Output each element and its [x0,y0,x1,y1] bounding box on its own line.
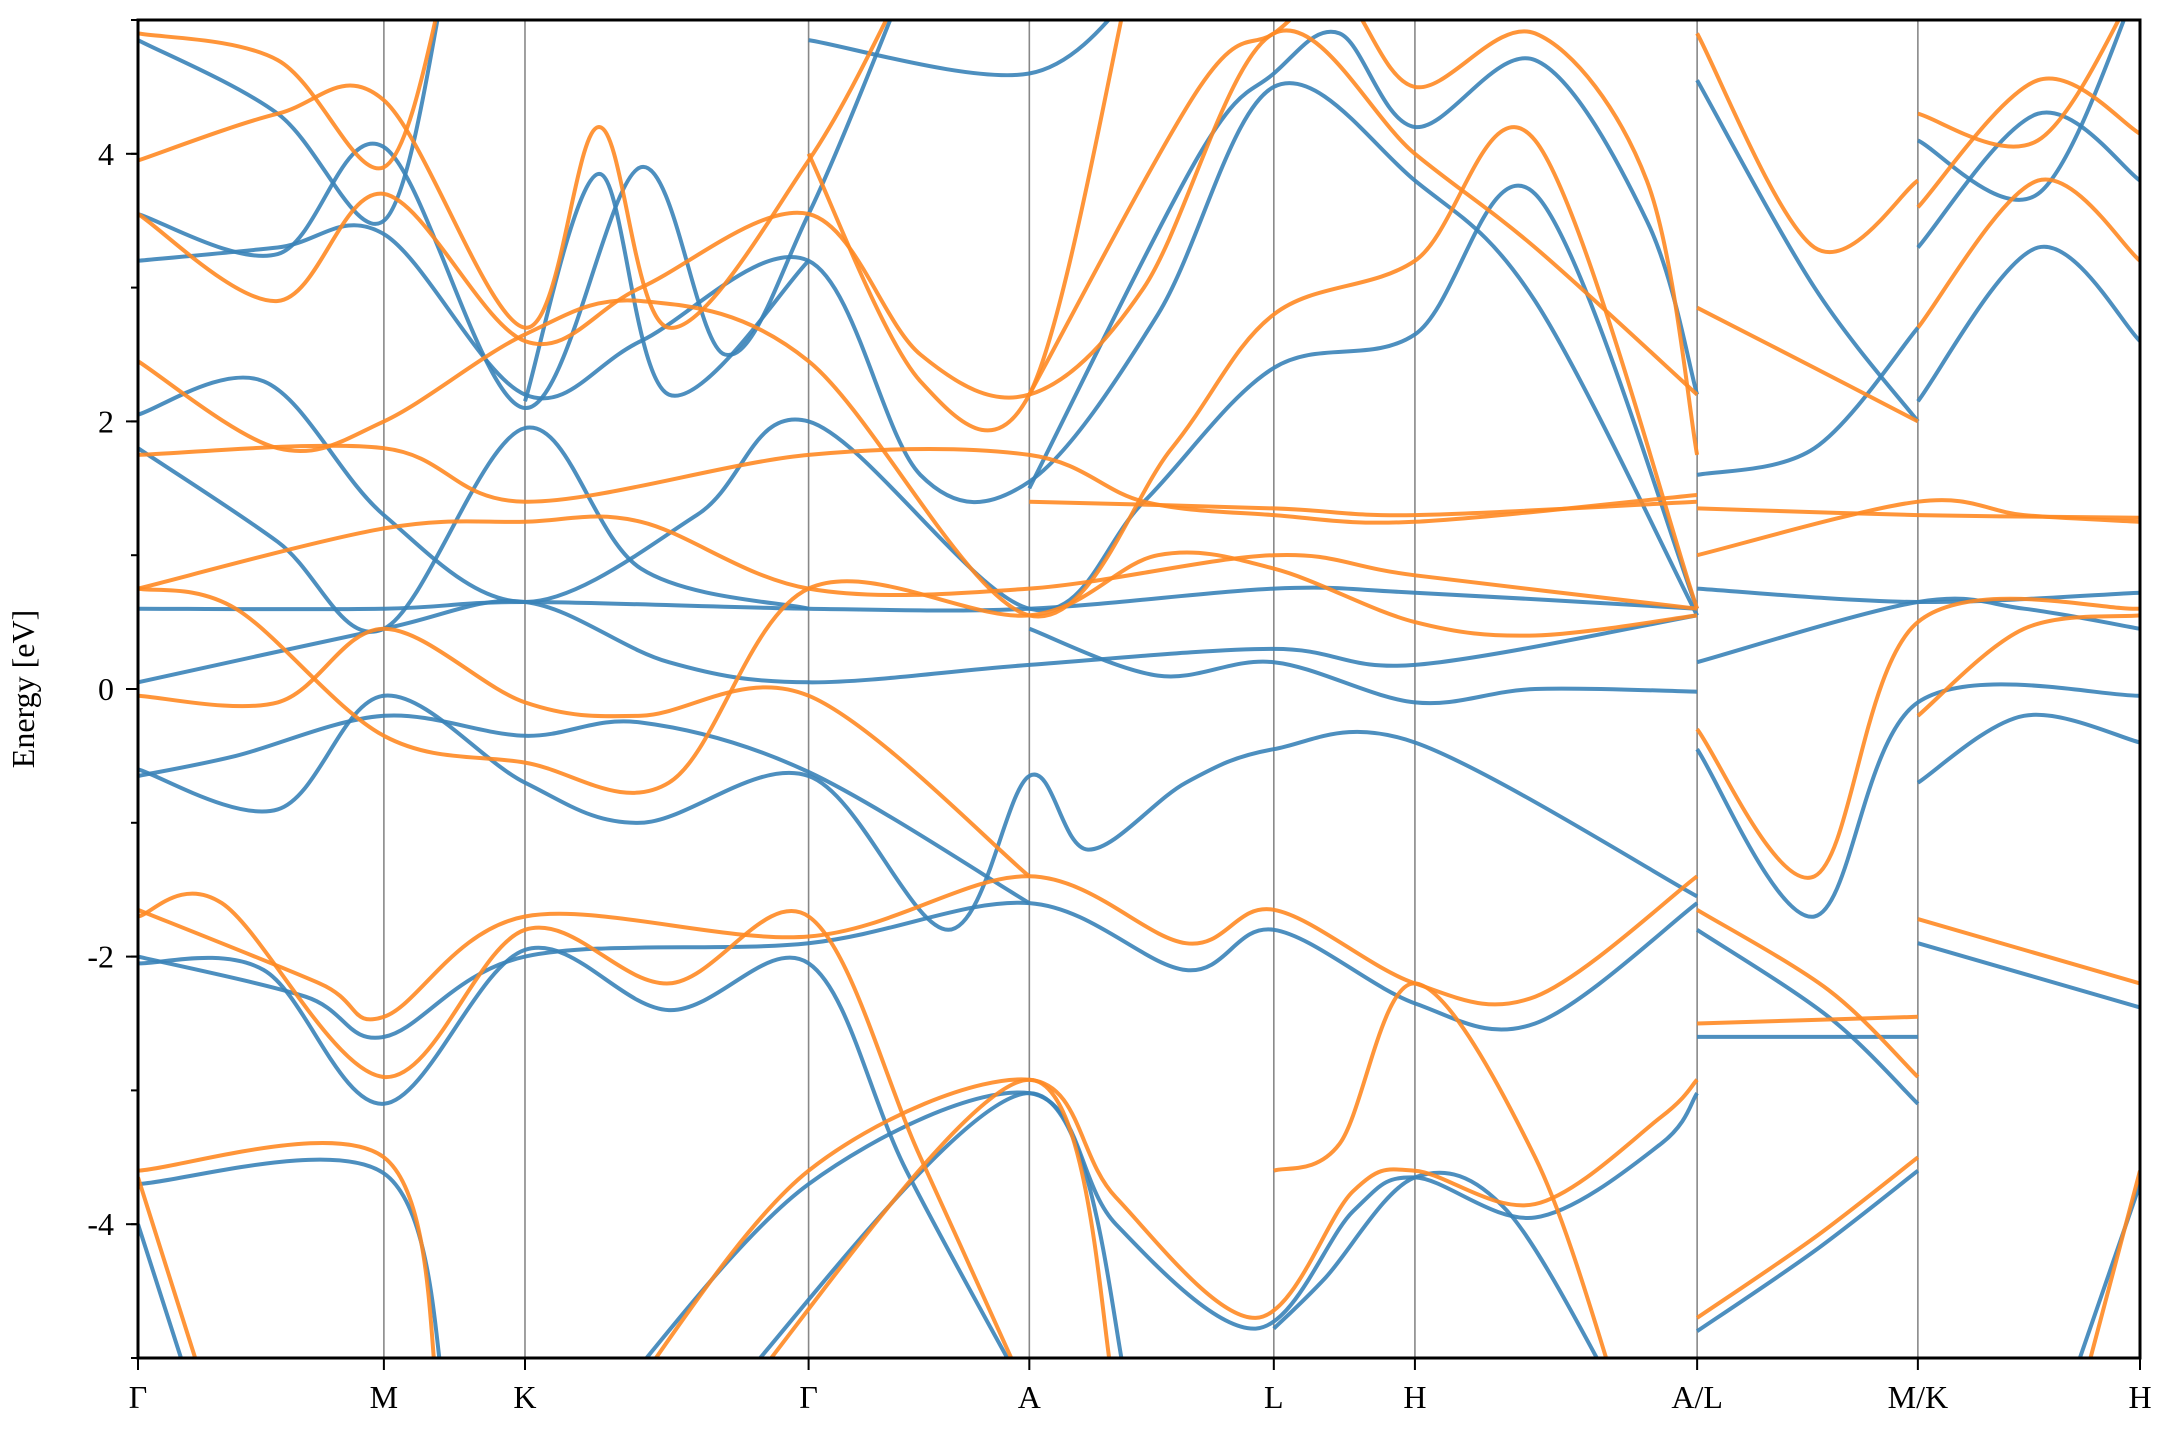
y-axis-ticks: -4 -2 0 2 4 [87,19,138,1359]
band-line-series-2 [1916,613,2140,718]
band-line-series-1 [138,425,810,634]
band-line-series-1 [1695,682,2140,919]
band-line-series-2 [653,1077,1699,1358]
band-line-series-1 [808,20,1112,78]
band-line-series-2 [1916,177,2140,329]
plot-frame [136,18,2142,1360]
band-line-series-2 [1697,1014,1918,1026]
band-line-series-1 [1027,29,1700,490]
band-line-series-1 [138,183,1699,613]
y-tick-label: 2 [98,403,114,439]
y-axis-label: Energy [eV] [5,610,41,768]
band-line-series-1 [138,1223,184,1358]
band-line-series-2 [1029,499,1698,518]
y-tick-label: -2 [87,939,114,975]
band-line-series-2 [1027,20,1700,456]
band-line-series-2 [1917,917,2140,986]
band-line-series-2 [138,443,1698,525]
x-tick-label: L [1264,1379,1284,1415]
band-line-series-1 [138,81,1699,617]
band-line-series-1 [138,900,1699,1040]
band-line-series-1 [138,20,440,226]
band-line-series-1 [138,20,893,411]
band-line-series-1 [138,693,1699,932]
x-tick-label: Γ [799,1379,818,1415]
y-tick-label: -4 [87,1206,114,1242]
band-line-series-2 [1696,498,2140,558]
band-line-series-1 [1916,110,2140,249]
x-tick-label: H [1403,1379,1426,1415]
band-line-series-2 [1695,1155,1920,1320]
band-line-series-1 [1917,941,2140,1010]
band-line-series-1 [1916,712,2140,785]
band-line-series-2 [138,125,1699,619]
band-line-series-1 [1695,79,1920,423]
band-line-series-1 [757,1091,1124,1358]
x-tick-label: Γ [129,1379,148,1415]
band-line-series-1 [523,171,810,402]
band-line-series-1 [138,713,1031,905]
band-line-series-2 [1695,596,2140,880]
x-tick-label: H [2128,1379,2151,1415]
band-line-series-2 [768,1077,1112,1358]
bands [138,20,2140,1358]
y-tick-label: 4 [98,136,114,172]
band-line-series-2 [1695,32,1920,254]
band-line-series-2 [138,514,1698,611]
x-tick-label: M/K [1888,1379,1948,1415]
band-line-series-2 [1696,305,1919,424]
band-line-series-1 [2077,1183,2140,1358]
band-line-series-1 [1696,326,1920,477]
band-line-series-1 [1695,928,1920,1106]
band-line-series-2 [806,20,1124,433]
high-symmetry-lines [383,20,1919,1358]
band-line-series-2 [1696,908,1920,1079]
band-line-series-1 [1916,244,2140,403]
x-tick-label: A [1018,1379,1041,1415]
band-line-series-2 [1916,76,2140,209]
x-tick-label: M [370,1379,398,1415]
band-line-series-2 [138,550,1698,795]
band-line-series-1 [138,585,1698,613]
band-line-series-2 [138,1141,436,1358]
x-axis-ticks: Γ M K Γ A L H A/L M/K H [129,1358,2152,1415]
band-line-series-1 [1916,20,2126,202]
y-tick-label: 0 [98,671,114,707]
band-line-series-2 [1917,20,2121,149]
band-line-series-1 [138,1157,442,1358]
x-tick-label: K [513,1379,536,1415]
band-line-series-1 [1695,1169,1920,1333]
band-line-series-2 [1273,981,1609,1358]
band-line-series-2 [138,28,1699,400]
band-line-series-2 [2088,1170,2140,1358]
band-line-series-2 [138,20,438,171]
x-tick-label: A/L [1671,1379,1723,1415]
band-line-series-1 [138,599,1698,685]
band-line-series-1 [138,945,1010,1358]
band-line-series-2 [138,626,1031,878]
band-line-series-2 [138,874,1699,1022]
band-line-series-2 [138,1176,198,1358]
band-line-series-1 [1028,626,1698,706]
